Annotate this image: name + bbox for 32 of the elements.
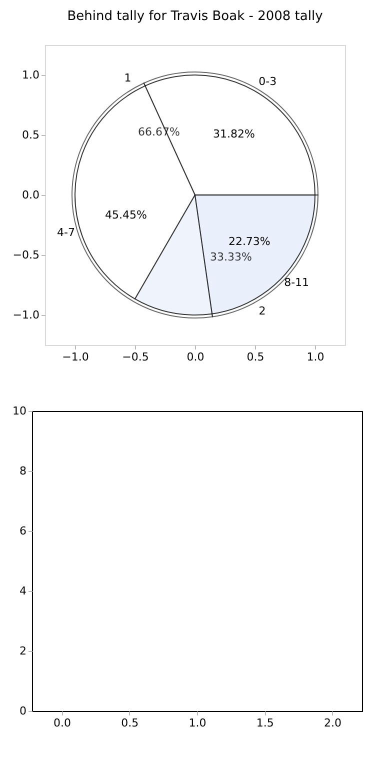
x-tick-label: 0.0 <box>186 350 204 364</box>
y-tick-label: 0 <box>20 704 26 718</box>
slice-label: 0-3 <box>258 74 277 88</box>
chart-title: Behind tally for Travis Boak - 2008 tally <box>67 9 324 24</box>
data-label: 22.73% <box>228 235 270 248</box>
data-label: 33.33% <box>210 250 252 264</box>
slice-label: 4-7 <box>57 226 76 239</box>
y-tick-label: 0.5 <box>22 128 40 142</box>
y-tick-label: −0.5 <box>12 248 40 262</box>
x-tick-label: 1.0 <box>306 350 324 364</box>
x-tick-label: 0.5 <box>246 350 264 364</box>
y-tick-label: 1.0 <box>22 68 40 82</box>
slice-label: 1 <box>124 72 132 85</box>
x-tick-label: −0.5 <box>122 350 149 364</box>
data-label: 45.45% <box>104 208 147 222</box>
x-tick-label: 1.0 <box>188 716 206 730</box>
y-tick-label: 2 <box>20 644 26 658</box>
y-tick-label: 6 <box>20 524 26 538</box>
pie-slice <box>194 194 318 318</box>
y-tick-label: −1.0 <box>12 308 40 322</box>
x-tick-label: −1.0 <box>62 350 89 364</box>
y-tick-label: 4 <box>20 584 26 598</box>
slice-label: 8-11 <box>284 276 310 290</box>
y-tick-label: 8 <box>20 464 26 478</box>
x-tick-label: 2.0 <box>324 716 342 730</box>
y-tick-label: 10 <box>12 404 26 418</box>
data-label: 31.82% <box>212 127 255 140</box>
x-tick-label: 0.5 <box>121 716 139 730</box>
x-tick-label: 0.0 <box>54 716 72 730</box>
y-tick-label: 0.0 <box>22 188 40 202</box>
x-tick-label: 1.5 <box>256 716 274 730</box>
slice-label: 2 <box>258 304 266 318</box>
